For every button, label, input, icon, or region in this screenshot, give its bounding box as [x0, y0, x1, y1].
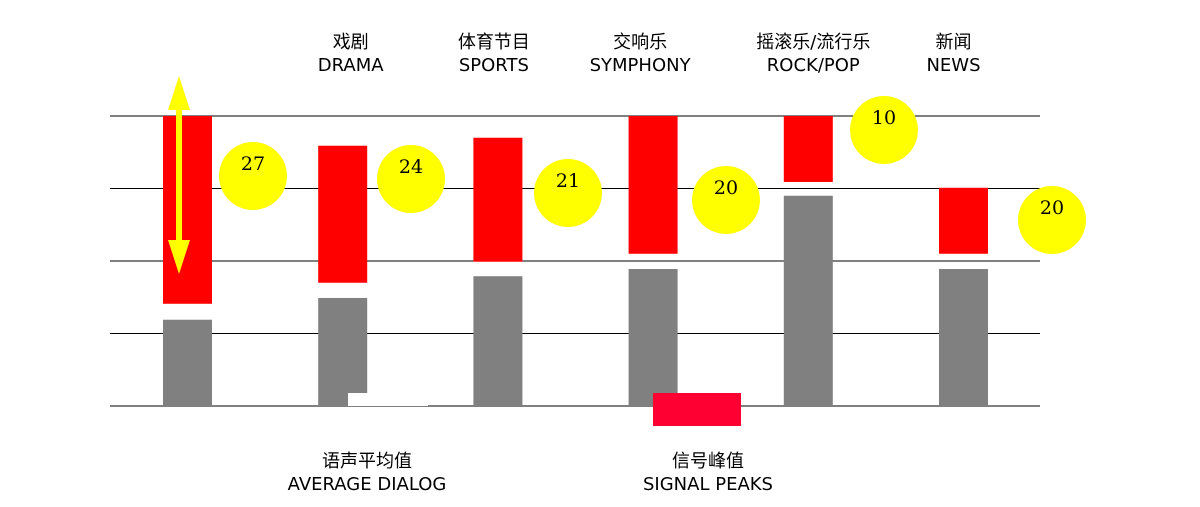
category-label: ROCK/POP [767, 55, 860, 76]
dialog-bar [939, 268, 988, 406]
peak-bar [783, 116, 833, 182]
range-value: 20 [1040, 197, 1064, 219]
dialog-bar [783, 195, 833, 406]
range-value: 27 [241, 153, 265, 175]
category-label: DRAMA [318, 55, 384, 76]
range-badge [850, 96, 918, 164]
category-label: 体育节目 [458, 32, 530, 53]
arrow [168, 76, 190, 274]
peak-bar [318, 145, 368, 283]
legend-label: SIGNAL PEAKS [643, 474, 773, 495]
dialog-bar [163, 319, 212, 406]
dialog-bar [318, 297, 368, 406]
legend-swatch [348, 393, 428, 406]
category-label: NEWS [926, 55, 980, 76]
legend-label: 信号峰值 [672, 451, 744, 472]
category-label: 新闻 [936, 32, 972, 53]
range-badge [534, 159, 602, 227]
range-value: 20 [714, 177, 738, 199]
dialog-bar [628, 268, 678, 406]
legend-swatch [653, 393, 741, 426]
range-value: 24 [399, 156, 423, 178]
peak-bar [628, 116, 678, 254]
range-value: 21 [556, 170, 580, 192]
peak-bar [163, 116, 212, 304]
category-label: 交响乐 [613, 32, 667, 53]
category-label: SYMPHONY [590, 55, 692, 76]
legend-label: 语声平均值 [322, 451, 412, 472]
decoration [168, 76, 190, 274]
range-badge [692, 166, 760, 234]
range-badge [377, 145, 445, 213]
category-label: 摇滚乐/流行乐 [756, 32, 870, 53]
peak-bar [939, 187, 988, 254]
range-badge [1018, 186, 1086, 254]
legend-label: AVERAGE DIALOG [288, 474, 447, 495]
bars [163, 116, 988, 406]
category-label: SPORTS [459, 55, 529, 76]
dialog-bar [473, 276, 523, 406]
category-label: 戏剧 [333, 32, 369, 53]
range-value: 10 [872, 107, 896, 129]
peak-bar [473, 137, 523, 262]
range-badge [219, 142, 287, 210]
